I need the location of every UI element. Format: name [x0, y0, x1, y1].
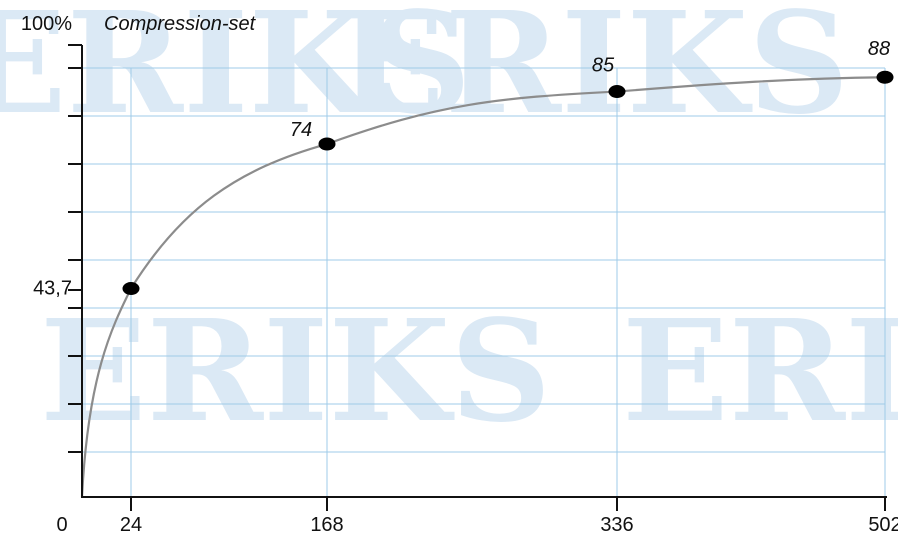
data-label: 88	[868, 38, 890, 60]
watermark-text: ERIKS	[338, 0, 849, 146]
labels: Compression-set 0 24 168 336 502 100% 43,7 74 85…	[21, 13, 898, 534]
data-point-marker	[318, 137, 336, 151]
watermark-text: ERIKS	[622, 290, 898, 454]
watermark-text: ERIKS	[40, 290, 551, 454]
axes	[68, 44, 887, 511]
data-markers	[122, 70, 894, 296]
x-tick-label: 336	[600, 514, 633, 534]
y-tick-label: 43,7	[33, 278, 72, 300]
x-tick-label: 502	[868, 514, 898, 534]
y-tick-label: 100%	[21, 13, 72, 35]
data-point-marker	[876, 70, 894, 84]
data-label: 74	[290, 119, 312, 141]
data-point-marker	[122, 282, 140, 296]
watermark-layer: ERIKSERIKSERIKSERIKS	[0, 0, 898, 454]
chart-title: Compression-set	[104, 13, 257, 35]
x-tick-label: 24	[120, 514, 142, 534]
x-tick-label: 168	[310, 514, 343, 534]
data-label: 85	[592, 55, 615, 77]
x-tick-label: 0	[56, 514, 67, 534]
data-point-marker	[608, 85, 626, 99]
compression-set-curve	[80, 76, 886, 498]
